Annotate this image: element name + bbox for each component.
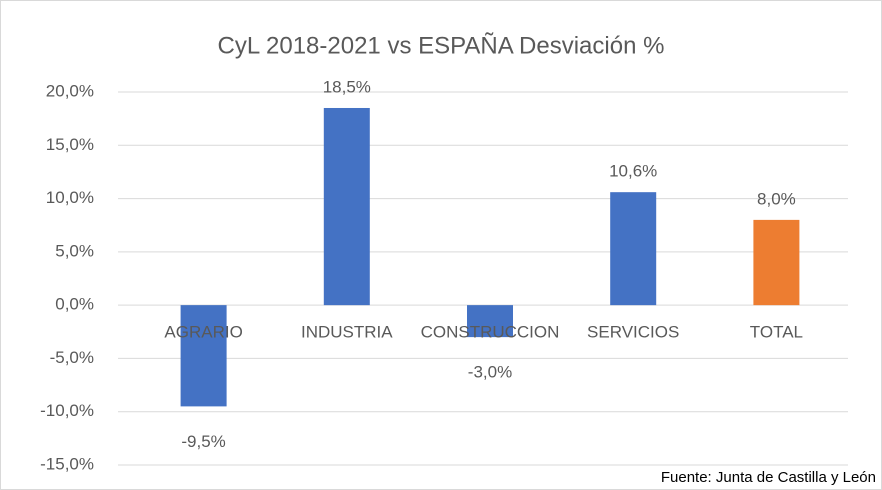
bar <box>180 305 227 407</box>
x-tick-label: INDUSTRIA <box>301 323 393 342</box>
bar <box>323 107 370 306</box>
y-tick-label: -15,0% <box>40 454 94 473</box>
y-tick-label: 0,0% <box>55 295 94 314</box>
x-tick-label: CONSTRUCCION <box>421 323 560 342</box>
x-tick-label: AGRARIO <box>164 323 242 342</box>
y-tick-label: -10,0% <box>40 401 94 420</box>
x-tick-label: TOTAL <box>750 323 803 342</box>
data-label: -9,5% <box>181 432 225 451</box>
data-label: 10,6% <box>609 162 657 181</box>
y-tick-label: 10,0% <box>46 188 94 207</box>
y-tick-label: -5,0% <box>50 348 94 367</box>
chart-title: CyL 2018-2021 vs ESPAÑA Desviación % <box>218 32 665 59</box>
bar <box>753 219 800 306</box>
x-tick-label: SERVICIOS <box>587 323 679 342</box>
bar <box>467 305 513 338</box>
y-tick-label: 15,0% <box>46 135 94 154</box>
data-label: -3,0% <box>468 363 512 382</box>
bar <box>610 192 657 306</box>
data-label: 8,0% <box>757 189 796 208</box>
y-tick-label: 5,0% <box>55 241 94 260</box>
source-note: Fuente: Junta de Castilla y León <box>661 469 876 486</box>
data-label: 18,5% <box>323 77 371 96</box>
y-tick-label: 20,0% <box>46 81 94 100</box>
